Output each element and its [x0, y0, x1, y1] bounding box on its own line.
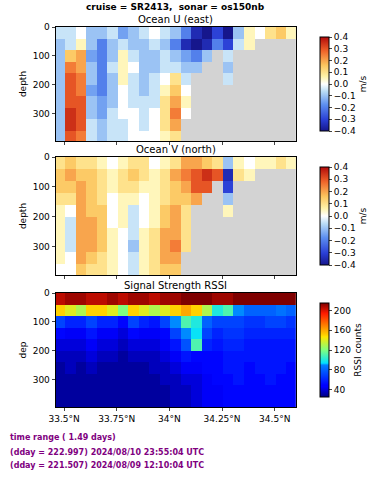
svg-text:34.25°N: 34.25°N — [204, 414, 241, 424]
svg-text:m/s: m/s — [358, 207, 368, 224]
svg-text:200: 200 — [33, 212, 50, 222]
svg-text:0.1: 0.1 — [334, 67, 348, 77]
svg-text:200: 200 — [33, 346, 50, 356]
svg-text:Signal Strength RSSI: Signal Strength RSSI — [124, 280, 227, 291]
svg-text:−0.4: −0.4 — [334, 126, 356, 136]
svg-text:Ocean V (north): Ocean V (north) — [136, 144, 216, 155]
svg-text:−0.1: −0.1 — [334, 91, 356, 101]
svg-text:80: 80 — [334, 365, 346, 375]
svg-text:0: 0 — [44, 22, 50, 32]
svg-text:−0.2: −0.2 — [334, 103, 356, 113]
svg-text:300: 300 — [33, 109, 50, 119]
svg-text:−0.4: −0.4 — [334, 260, 356, 270]
svg-text:300: 300 — [33, 242, 50, 252]
svg-text:(dday = 221.507) 2024/08/09 12: (dday = 221.507) 2024/08/09 12:10:04 UTC — [10, 461, 204, 470]
svg-text:40: 40 — [334, 385, 346, 395]
svg-text:0: 0 — [44, 152, 50, 162]
svg-text:160: 160 — [334, 325, 351, 335]
svg-text:time range ( 1.49 days): time range ( 1.49 days) — [10, 433, 116, 442]
svg-text:m/s: m/s — [358, 75, 368, 92]
svg-text:cruise = SR2413, sonar = os15: cruise = SR2413, sonar = os150nb — [86, 2, 265, 12]
svg-text:0: 0 — [44, 288, 50, 298]
svg-text:(dday = 222.997) 2024/08/10 23: (dday = 222.997) 2024/08/10 23:55:04 UTC — [10, 448, 204, 457]
svg-text:depth: depth — [18, 71, 28, 97]
svg-text:120: 120 — [334, 345, 351, 355]
svg-text:0.2: 0.2 — [334, 187, 348, 197]
svg-text:0.3: 0.3 — [334, 44, 348, 54]
svg-text:0.1: 0.1 — [334, 199, 348, 209]
svg-text:0.4: 0.4 — [334, 162, 349, 172]
svg-text:depth: depth — [18, 203, 28, 229]
svg-text:200: 200 — [334, 306, 351, 316]
svg-text:−0.3: −0.3 — [334, 114, 356, 124]
svg-text:−0.2: −0.2 — [334, 236, 356, 246]
svg-text:100: 100 — [33, 317, 50, 327]
svg-text:33.75°N: 33.75°N — [98, 414, 135, 424]
svg-text:0.3: 0.3 — [334, 174, 348, 184]
svg-text:0.4: 0.4 — [334, 32, 349, 42]
svg-text:200: 200 — [33, 80, 50, 90]
svg-text:0.0: 0.0 — [334, 79, 349, 89]
svg-text:300: 300 — [33, 375, 50, 385]
svg-text:RSSI counts: RSSI counts — [353, 323, 363, 377]
svg-text:33.5°N: 33.5°N — [48, 414, 79, 424]
svg-text:100: 100 — [33, 51, 50, 61]
svg-text:−0.1: −0.1 — [334, 223, 356, 233]
svg-text:dep: dep — [18, 341, 28, 358]
svg-text:0.0: 0.0 — [334, 211, 349, 221]
svg-text:34.5°N: 34.5°N — [259, 414, 290, 424]
svg-text:Ocean U (east): Ocean U (east) — [138, 14, 213, 25]
svg-text:100: 100 — [33, 182, 50, 192]
svg-text:34°N: 34°N — [158, 414, 181, 424]
svg-text:0.2: 0.2 — [334, 56, 348, 66]
svg-text:−0.3: −0.3 — [334, 248, 356, 258]
